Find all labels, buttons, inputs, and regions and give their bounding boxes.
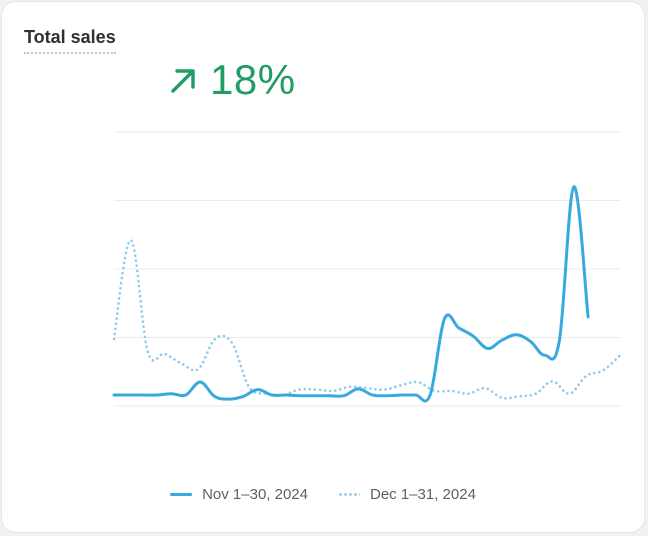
sales-change-metric: 18% [168,56,296,104]
legend-label-series-2: Dec 1–31, 2024 [370,486,476,503]
sales-line-chart [112,131,622,407]
series-line-2[interactable] [112,238,622,400]
legend-label-series-1: Nov 1–30, 2024 [202,486,308,503]
chart-series [112,185,622,403]
chart-gridlines [114,131,620,407]
chart-legend: Nov 1–30, 2024 Dec 1–31, 2024 [2,486,644,503]
legend-item-series-1[interactable]: Nov 1–30, 2024 [170,486,308,503]
sales-change-value: 18% [210,56,296,103]
legend-dotted-line-icon [338,493,360,496]
series-line-1[interactable] [112,185,590,403]
legend-solid-line-icon [170,493,193,496]
card-title[interactable]: Total sales [24,27,116,54]
arrow-up-right-icon [171,69,195,93]
total-sales-card: Total sales 18% Nov 1–30, 2024 Dec 1–31,… [2,2,644,532]
legend-item-series-2[interactable]: Dec 1–31, 2024 [338,486,476,503]
